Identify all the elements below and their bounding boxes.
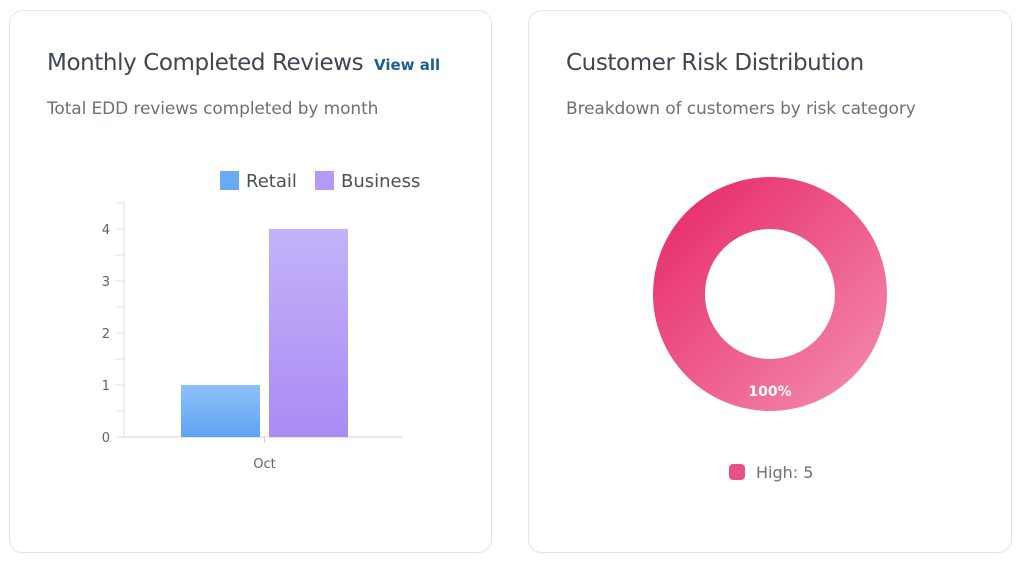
donut-percent-label: 100% [748, 384, 791, 400]
donut-slice-high[interactable] [653, 177, 887, 411]
legend-label-business: Business [341, 171, 420, 192]
business-bar[interactable] [269, 229, 348, 437]
y-tick-label: 4 [102, 223, 110, 238]
legend-swatch-retail [220, 171, 239, 190]
view-all-link[interactable]: View all [374, 56, 441, 74]
y-tick-label: 3 [102, 275, 110, 290]
x-tick-label: Oct [253, 457, 275, 472]
y-tick-label: 1 [102, 379, 110, 394]
legend-label-high: High: 5 [756, 463, 813, 482]
reviews-card-subtitle: Total EDD reviews completed by month [47, 99, 379, 119]
monthly-reviews-card: Monthly Completed Reviews View all Total… [9, 10, 492, 553]
legend-swatch-high [729, 464, 745, 480]
y-tick-label: 0 [102, 431, 110, 446]
legend-label-retail: Retail [246, 171, 297, 192]
retail-bar[interactable] [181, 385, 260, 437]
y-tick-label: 2 [102, 327, 110, 342]
reviews-bar-chart: 0 1 2 3 4 Oct Retail Business [102, 171, 420, 472]
risk-card-title: Customer Risk Distribution [566, 50, 864, 76]
risk-donut-chart: 100% High: 5 [653, 177, 887, 482]
reviews-card-title: Monthly Completed Reviews [47, 50, 364, 76]
legend-swatch-business [315, 171, 334, 190]
risk-card-subtitle: Breakdown of customers by risk category [566, 99, 916, 119]
risk-distribution-card: Customer Risk Distribution Breakdown of … [528, 10, 1012, 553]
